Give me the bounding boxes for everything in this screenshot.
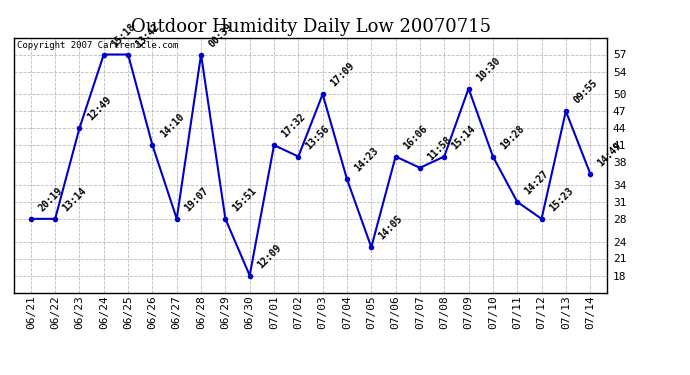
Text: 11:58: 11:58	[426, 134, 453, 162]
Text: 20:19: 20:19	[37, 185, 64, 213]
Text: 13:14: 13:14	[61, 185, 88, 213]
Text: 00:39: 00:39	[206, 21, 235, 49]
Text: 17:32: 17:32	[279, 112, 308, 140]
Text: 19:07: 19:07	[182, 185, 210, 213]
Text: 13:56: 13:56	[304, 123, 332, 151]
Text: 12:49: 12:49	[85, 95, 113, 123]
Text: 14:27: 14:27	[523, 168, 551, 196]
Text: 17:09: 17:09	[328, 61, 356, 88]
Text: 15:23: 15:23	[547, 185, 575, 213]
Text: 10:30: 10:30	[474, 55, 502, 83]
Text: 14:05: 14:05	[377, 214, 405, 242]
Text: 15:51: 15:51	[231, 185, 259, 213]
Text: Copyright 2007 Cartrenicle.com: Copyright 2007 Cartrenicle.com	[17, 41, 178, 50]
Text: 19:28: 19:28	[498, 123, 526, 151]
Text: 15:14: 15:14	[450, 123, 477, 151]
Text: 09:55: 09:55	[571, 78, 599, 106]
Text: 16:06: 16:06	[401, 123, 429, 151]
Text: 15:18: 15:18	[109, 21, 137, 49]
Text: 14:10: 14:10	[158, 112, 186, 140]
Text: 13:42: 13:42	[134, 21, 161, 49]
Text: 14:49: 14:49	[595, 140, 624, 168]
Title: Outdoor Humidity Daily Low 20070715: Outdoor Humidity Daily Low 20070715	[130, 18, 491, 36]
Text: 14:23: 14:23	[353, 146, 380, 174]
Text: 12:09: 12:09	[255, 242, 283, 270]
